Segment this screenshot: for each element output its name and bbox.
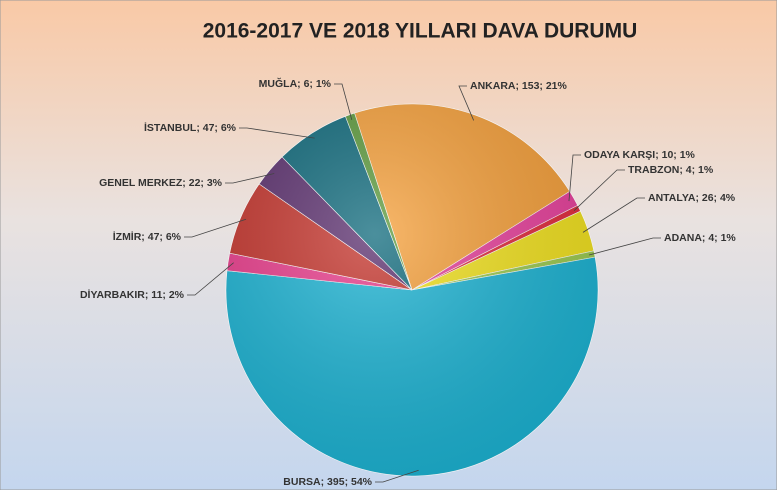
leader-line xyxy=(375,469,419,483)
data-label: İSTANBUL; 47; 6% xyxy=(144,121,237,134)
leader-line xyxy=(573,169,625,212)
data-label: ANTALYA; 26; 4% xyxy=(648,192,736,204)
data-label: BURSA; 395; 54% xyxy=(283,476,372,488)
leader-line xyxy=(568,154,581,202)
leader-line xyxy=(582,197,645,233)
leader-line xyxy=(239,127,315,139)
data-label: ADANA; 4; 1% xyxy=(664,232,736,244)
leader-line xyxy=(184,218,247,238)
data-label: GENEL MERKEZ; 22; 3% xyxy=(99,177,223,189)
data-label: İZMİR; 47; 6% xyxy=(113,230,182,243)
leader-line xyxy=(334,83,353,121)
leader-line xyxy=(458,85,475,121)
chart-title: 2016-2017 VE 2018 YILLARI DAVA DURUMU xyxy=(203,20,638,43)
data-label: ANKARA; 153; 21% xyxy=(470,80,568,92)
data-label: MUĞLA; 6; 1% xyxy=(259,77,332,90)
data-label: DİYARBAKIR; 11; 2% xyxy=(80,288,185,301)
data-label: TRABZON; 4; 1% xyxy=(628,164,714,176)
leader-line xyxy=(225,173,275,184)
leader-line xyxy=(588,237,661,256)
leader-line xyxy=(187,262,234,296)
data-label: ODAYA KARŞI; 10; 1% xyxy=(584,149,696,161)
